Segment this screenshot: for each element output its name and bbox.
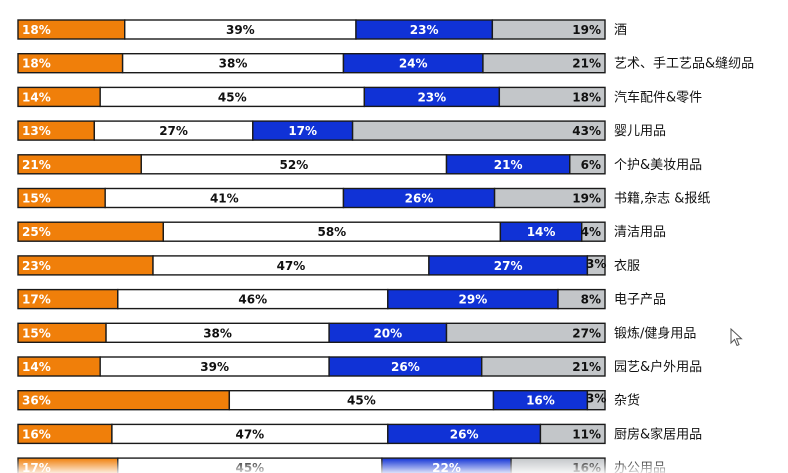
data-label: 36% <box>22 394 51 408</box>
data-label: 26% <box>391 360 420 374</box>
data-label: 23% <box>410 23 439 37</box>
data-label: 27% <box>572 326 601 340</box>
data-label: 43% <box>572 124 601 138</box>
category-label: 杂货 <box>614 393 640 409</box>
bar-segment-gray <box>581 221 606 242</box>
data-label: 21% <box>572 360 601 374</box>
category-label: 锻炼/健身用品 <box>614 325 696 341</box>
data-label: 16% <box>22 427 51 441</box>
bar-segment-gray <box>445 322 606 343</box>
bar-segment-gray <box>539 423 606 445</box>
data-label: 4% <box>581 225 601 239</box>
data-label: 45% <box>218 90 247 104</box>
data-label: 26% <box>405 192 434 206</box>
bar-segment-gray <box>586 255 606 276</box>
data-label: 6% <box>581 158 601 172</box>
data-label: 14% <box>22 90 51 104</box>
data-label: 38% <box>203 326 232 340</box>
category-label: 个护&美妆用品 <box>614 158 702 173</box>
data-label: 17% <box>288 124 317 138</box>
data-label: 14% <box>527 225 556 239</box>
data-label: 3% <box>586 257 606 271</box>
category-label: 园艺&户外用品 <box>614 359 702 375</box>
category-label: 书籍,杂志 &报纸 <box>614 191 710 207</box>
data-label: 18% <box>22 57 51 71</box>
data-label: 29% <box>459 293 488 307</box>
data-label: 25% <box>22 225 51 239</box>
bar-segment-gray <box>482 53 606 74</box>
category-label: 艺术、手工艺品&缝纫品 <box>614 57 754 72</box>
mouse-pointer-icon <box>730 328 743 347</box>
data-label: 21% <box>494 158 523 172</box>
category-label: 清洁用品 <box>614 225 666 240</box>
bottom-fade <box>0 458 788 473</box>
bar-segment-gray <box>351 120 606 141</box>
category-label: 衣服 <box>614 258 640 274</box>
data-label: 24% <box>399 57 428 71</box>
data-label: 39% <box>200 360 229 374</box>
data-label: 17% <box>22 293 51 307</box>
bar-segment-gray <box>586 390 606 411</box>
bar-segment-gray <box>481 356 606 377</box>
category-label: 电子产品 <box>614 293 666 308</box>
data-label: 52% <box>280 158 309 172</box>
data-label: 19% <box>572 23 601 37</box>
data-label: 38% <box>219 57 248 71</box>
data-label: 45% <box>347 394 376 408</box>
data-label: 21% <box>22 158 51 172</box>
data-label: 15% <box>22 326 51 340</box>
data-label: 41% <box>210 192 239 206</box>
data-label: 39% <box>226 23 255 37</box>
data-label: 15% <box>22 192 51 206</box>
data-label: 26% <box>450 427 479 441</box>
category-label: 厨房&家居用品 <box>614 426 702 442</box>
data-label: 19% <box>572 192 601 206</box>
bar-segment-gray <box>493 187 606 209</box>
data-label: 23% <box>22 259 51 273</box>
data-label: 23% <box>417 90 446 104</box>
data-label: 47% <box>277 259 306 273</box>
bar-segment-gray <box>557 288 606 310</box>
data-label: 47% <box>235 427 264 441</box>
data-label: 20% <box>373 326 402 340</box>
data-label: 3% <box>586 392 606 406</box>
data-label: 13% <box>22 124 51 138</box>
data-label: 11% <box>572 427 601 441</box>
category-label: 酒 <box>614 23 627 38</box>
data-label: 18% <box>572 90 601 104</box>
data-label: 27% <box>159 124 188 138</box>
data-label: 21% <box>572 57 601 71</box>
data-label: 46% <box>238 293 267 307</box>
data-label: 27% <box>494 259 523 273</box>
category-label: 汽车配件&零件 <box>614 89 702 105</box>
data-label: 58% <box>317 225 346 239</box>
data-label: 14% <box>22 360 51 374</box>
bar-segment-gray <box>498 86 606 108</box>
data-label: 18% <box>22 23 51 37</box>
data-label: 8% <box>581 293 601 307</box>
category-label: 婴儿用品 <box>614 124 666 139</box>
data-label: 16% <box>526 394 555 408</box>
bar-segment-gray <box>569 154 606 175</box>
bar-segment-gray <box>491 19 606 40</box>
